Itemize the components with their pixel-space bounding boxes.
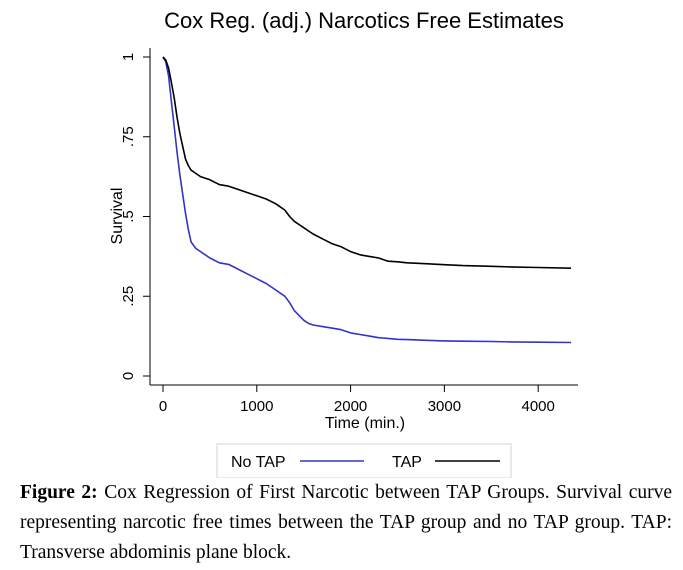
y-tick-label: .25 <box>120 286 137 307</box>
x-tick-label: 3000 <box>428 398 461 415</box>
x-tick-label: 1000 <box>240 398 273 415</box>
chart-figure: Cox Reg. (adj.) Narcotics Free Estimates… <box>109 8 578 478</box>
x-tick-label: 2000 <box>334 398 367 415</box>
legend: No TAP TAP <box>216 443 512 478</box>
x-tick-label: 4000 <box>521 398 554 415</box>
legend-label-tap: TAP <box>392 454 422 471</box>
y-tick-label: .75 <box>120 126 137 147</box>
y-tick-label: 1 <box>120 53 137 61</box>
x-tick-label: 0 <box>159 398 167 415</box>
y-tick-label: .5 <box>120 210 137 223</box>
chart-title: Cox Reg. (adj.) Narcotics Free Estimates <box>164 8 564 33</box>
caption-label: Figure 2: <box>20 482 98 503</box>
series-lines <box>162 56 572 344</box>
x-ticks: 0 1000 2000 3000 4000 <box>159 385 555 415</box>
x-axis-label: Time (min.) <box>325 415 405 432</box>
y-ticks: 0 .25 .5 .75 1 <box>120 53 150 380</box>
legend-label-no-tap: No TAP <box>231 454 286 471</box>
caption-text: Cox Regression of First Narcotic between… <box>20 482 672 563</box>
series-line-tap <box>162 56 572 269</box>
y-tick-label: 0 <box>120 372 137 380</box>
y-axis-label: Survival <box>109 188 126 245</box>
figure-caption: Figure 2: Cox Regression of First Narcot… <box>20 478 672 568</box>
series-line-no-tap <box>162 56 572 344</box>
